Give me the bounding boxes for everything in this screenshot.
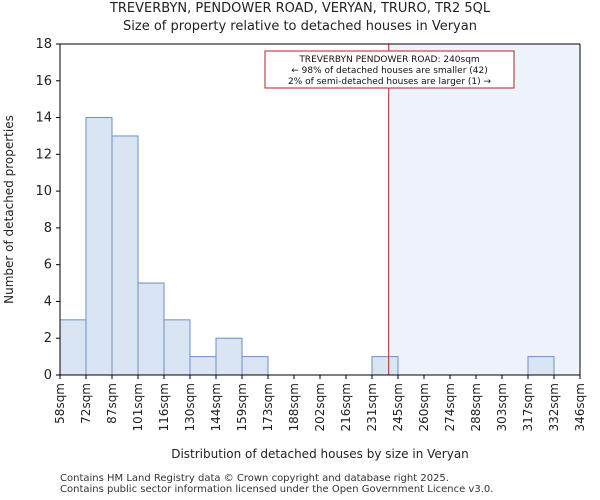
histogram-bar [111,135,139,376]
histogram-bar [85,117,113,376]
x-tick-label: 317sqm [521,383,535,431]
x-tick-label: 216sqm [339,383,353,431]
y-axis-label: Number of detached properties [2,115,16,304]
annotation-text: 2% of semi-detached houses are larger (1… [288,77,492,87]
y-tick-label: 4 [44,294,52,309]
x-tick-label: 303sqm [495,383,509,431]
histogram-bar [241,356,269,376]
x-tick-label: 202sqm [313,383,327,431]
y-tick-label: 16 [35,74,52,89]
x-tick-label: 101sqm [131,383,145,431]
larger-region-shade [388,44,580,375]
x-tick-label: 58sqm [53,383,67,424]
footer-licence: Contains public sector information licen… [60,484,494,495]
y-tick-label: 10 [35,184,52,199]
x-tick-label: 173sqm [261,383,275,431]
y-tick-label: 14 [35,111,52,126]
x-tick-label: 332sqm [547,383,561,431]
x-tick-label: 245sqm [391,383,405,431]
annotation-box [264,50,515,89]
chart-subtitle: Size of property relative to detached ho… [123,19,477,34]
histogram-bar [163,319,191,376]
x-tick-label: 188sqm [287,383,301,431]
histogram-bar [527,356,555,376]
x-tick-label: 260sqm [417,383,431,431]
y-tick-label: 0 [44,368,52,383]
x-tick-label: 130sqm [183,383,197,431]
chart-title: TREVERBYN, PENDOWER ROAD, VERYAN, TRURO,… [109,1,491,16]
x-tick-label: 72sqm [79,383,93,424]
y-tick-label: 2 [44,331,52,346]
footer-copyright: Contains HM Land Registry data © Crown c… [60,473,449,484]
y-tick-label: 6 [44,258,52,273]
x-tick-label: 346sqm [573,383,587,431]
annotation-text: ← 98% of detached houses are smaller (42… [291,66,488,76]
y-tick-label: 12 [35,147,52,162]
histogram-bar [215,337,243,376]
x-axis-label: Distribution of detached houses by size … [171,447,469,461]
histogram-bar [137,282,165,376]
x-tick-label: 87sqm [105,383,119,424]
y-tick-label: 18 [35,37,52,52]
x-tick-label: 288sqm [469,383,483,431]
x-tick-label: 159sqm [235,383,249,431]
y-tick-label: 8 [44,221,52,236]
histogram-bar [371,356,399,376]
x-tick-label: 144sqm [209,383,223,431]
x-tick-label: 116sqm [157,383,171,431]
histogram-bar [59,319,87,376]
x-tick-label: 274sqm [443,383,457,431]
histogram-bar [189,356,217,376]
annotation-text: TREVERBYN PENDOWER ROAD: 240sqm [298,55,479,65]
x-tick-label: 231sqm [365,383,379,431]
